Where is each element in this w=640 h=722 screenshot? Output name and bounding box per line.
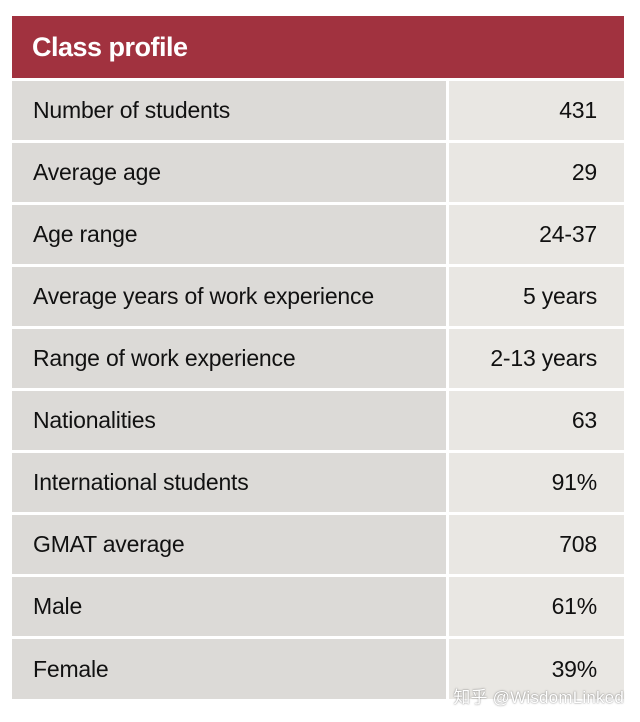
row-label: Average age (12, 143, 446, 202)
table-title: Class profile (32, 31, 188, 62)
row-value: 24-37 (449, 205, 624, 264)
row-value: 39% (449, 639, 624, 699)
row-value: 61% (449, 577, 624, 636)
table-row-average-age: Average age 29 (12, 143, 624, 205)
row-value: 63 (449, 391, 624, 450)
table-row-average-work-experience: Average years of work experience 5 years (12, 267, 624, 329)
table-header: Class profile (12, 16, 624, 78)
row-value: 708 (449, 515, 624, 574)
row-label: Range of work experience (12, 329, 446, 388)
class-profile-table: Class profile Number of students 431 Ave… (12, 16, 624, 699)
row-label: Average years of work experience (12, 267, 446, 326)
row-label: GMAT average (12, 515, 446, 574)
row-label: International students (12, 453, 446, 512)
row-label: Nationalities (12, 391, 446, 450)
table-row-number-of-students: Number of students 431 (12, 81, 624, 143)
row-value: 91% (449, 453, 624, 512)
row-value: 431 (449, 81, 624, 140)
table-row-nationalities: Nationalities 63 (12, 391, 624, 453)
table-row-international-students: International students 91% (12, 453, 624, 515)
row-value: 29 (449, 143, 624, 202)
row-value: 5 years (449, 267, 624, 326)
row-label: Age range (12, 205, 446, 264)
row-value: 2-13 years (449, 329, 624, 388)
table-row-range-work-experience: Range of work experience 2-13 years (12, 329, 624, 391)
table-row-age-range: Age range 24-37 (12, 205, 624, 267)
table-row-male: Male 61% (12, 577, 624, 639)
table-row-gmat-average: GMAT average 708 (12, 515, 624, 577)
row-label: Number of students (12, 81, 446, 140)
table-body: Number of students 431 Average age 29 Ag… (12, 78, 624, 699)
row-label: Male (12, 577, 446, 636)
row-label: Female (12, 639, 446, 699)
table-row-female: Female 39% (12, 639, 624, 699)
watermark: 知乎 @WisdomLinked (453, 688, 624, 707)
